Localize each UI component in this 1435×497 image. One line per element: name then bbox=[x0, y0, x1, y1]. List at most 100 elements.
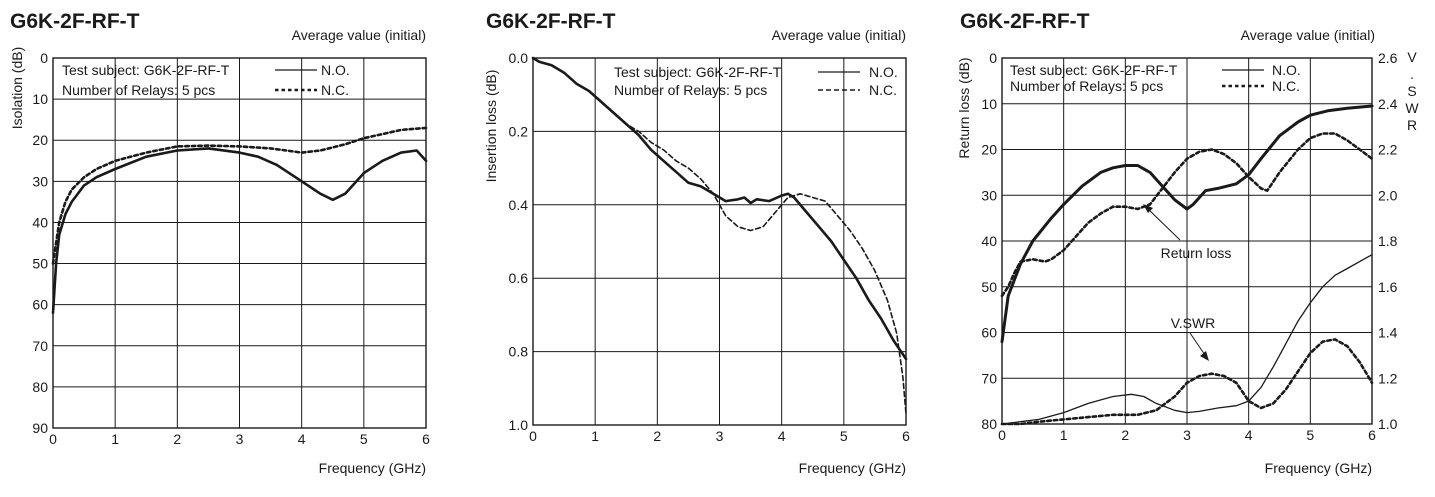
x-tick-label: 2 bbox=[653, 428, 661, 444]
y2-tick-label: 1.4 bbox=[1378, 325, 1398, 341]
x-tick-label: 5 bbox=[360, 431, 368, 447]
series-line-no bbox=[1000, 104, 1374, 344]
y2-tick-label: 2.2 bbox=[1378, 142, 1398, 158]
y-tick-label: 90 bbox=[32, 420, 48, 436]
chart-title: G6K-2F-RF-T bbox=[960, 10, 1090, 33]
x-axis-label: Frequency (GHz) bbox=[319, 460, 426, 476]
y2-tick-label: 1.8 bbox=[1378, 233, 1398, 249]
chart-title: G6K-2F-RF-T bbox=[486, 10, 616, 33]
chart-subtitle: Average value (initial) bbox=[1241, 27, 1375, 43]
y-tick-label: 40 bbox=[981, 233, 997, 249]
x-tick-label: 3 bbox=[716, 428, 724, 444]
x-tick-label: 3 bbox=[236, 431, 244, 447]
x-tick-label: 0 bbox=[529, 428, 537, 444]
y2-tick-label: 1.2 bbox=[1378, 370, 1398, 386]
x-tick-label: 0 bbox=[49, 431, 57, 447]
plot-frame bbox=[1001, 57, 1373, 425]
series-line-no-vswr bbox=[1001, 254, 1373, 425]
series-line-nc bbox=[532, 57, 907, 415]
legend-label: N.O. bbox=[869, 64, 898, 80]
annotation-vswr: V.SWR bbox=[1171, 315, 1216, 331]
series-line-nc bbox=[1000, 132, 1374, 298]
y-tick-label: 0 bbox=[989, 50, 997, 66]
legend-label: N.O. bbox=[321, 62, 350, 78]
plot-frame bbox=[532, 57, 907, 426]
legend-label: N.C. bbox=[869, 82, 897, 98]
x-axis-label: Frequency (GHz) bbox=[1265, 460, 1372, 476]
annotation-return-loss: Return loss bbox=[1161, 245, 1232, 261]
y2-tick-label: 1.6 bbox=[1378, 279, 1398, 295]
annotation-arrow-vswr bbox=[1189, 332, 1206, 356]
x-tick-label: 4 bbox=[298, 431, 306, 447]
y2-axis-label-char: . bbox=[1410, 66, 1414, 82]
x-tick-label: 6 bbox=[422, 431, 430, 447]
test-info-text: Number of Relays: 5 pcs bbox=[1010, 78, 1163, 94]
y2-axis-label-char: R bbox=[1407, 117, 1417, 133]
test-info-text: Test subject: G6K-2F-RF-T bbox=[614, 64, 782, 80]
y-tick-label: 0.8 bbox=[509, 344, 529, 360]
y-tick-label: 0.0 bbox=[509, 50, 529, 66]
y-tick-label: 20 bbox=[981, 142, 997, 158]
x-tick-label: 5 bbox=[840, 428, 848, 444]
y-tick-label: 1.0 bbox=[509, 417, 529, 433]
x-tick-label: 2 bbox=[173, 431, 181, 447]
y-tick-label: 50 bbox=[32, 256, 48, 272]
test-info-text: Test subject: G6K-2F-RF-T bbox=[1010, 62, 1178, 78]
y-tick-label: 0.2 bbox=[509, 123, 529, 139]
chart-subtitle: Average value (initial) bbox=[292, 27, 426, 43]
chart-title: G6K-2F-RF-T bbox=[10, 10, 140, 33]
test-info-text: Number of Relays: 5 pcs bbox=[614, 82, 767, 98]
legend-label: N.C. bbox=[1272, 78, 1300, 94]
x-tick-label: 1 bbox=[1060, 427, 1068, 443]
x-tick-label: 4 bbox=[1245, 427, 1253, 443]
x-tick-label: 6 bbox=[1368, 427, 1376, 443]
x-tick-label: 5 bbox=[1306, 427, 1314, 443]
chart-subtitle: Average value (initial) bbox=[772, 27, 906, 43]
series-line-nc bbox=[51, 126, 428, 265]
y-tick-label: 20 bbox=[32, 132, 48, 148]
y-tick-label: 30 bbox=[981, 187, 997, 203]
y-tick-label: 60 bbox=[32, 297, 48, 313]
y2-axis-label-char: V bbox=[1407, 49, 1417, 65]
series-line-no bbox=[51, 147, 428, 315]
x-axis-label: Frequency (GHz) bbox=[799, 460, 906, 476]
y-axis-label: Isolation (dB) bbox=[9, 47, 25, 129]
annotation-arrow-return-loss bbox=[1146, 207, 1181, 241]
test-info-text: Number of Relays: 5 pcs bbox=[62, 82, 215, 98]
y-axis-label: Insertion loss (dB) bbox=[483, 70, 499, 183]
y-axis-label: Return loss (dB) bbox=[956, 57, 972, 158]
y-tick-label: 10 bbox=[32, 91, 48, 107]
y-tick-label: 70 bbox=[981, 370, 997, 386]
y-tick-label: 0.4 bbox=[509, 197, 529, 213]
y-tick-label: 80 bbox=[981, 416, 997, 432]
x-tick-label: 3 bbox=[1183, 427, 1191, 443]
y-tick-label: 10 bbox=[981, 96, 997, 112]
y-tick-label: 0 bbox=[40, 50, 48, 66]
annotation-arrowhead-vswr bbox=[1200, 351, 1209, 361]
y-tick-label: 80 bbox=[32, 379, 48, 395]
legend-label: N.C. bbox=[321, 82, 349, 98]
y-tick-label: 70 bbox=[32, 338, 48, 354]
x-tick-label: 1 bbox=[111, 431, 119, 447]
series-line-nc-vswr bbox=[1000, 338, 1374, 426]
x-tick-label: 1 bbox=[591, 428, 599, 444]
y-tick-label: 60 bbox=[981, 325, 997, 341]
y-tick-label: 50 bbox=[981, 279, 997, 295]
x-tick-label: 0 bbox=[998, 427, 1006, 443]
y2-axis-label-char: W bbox=[1405, 100, 1419, 116]
y-tick-label: 0.6 bbox=[509, 270, 529, 286]
plot-frame bbox=[52, 57, 427, 429]
y2-tick-label: 1.0 bbox=[1378, 416, 1398, 432]
x-tick-label: 2 bbox=[1121, 427, 1129, 443]
y-tick-label: 30 bbox=[32, 173, 48, 189]
legend-label: N.O. bbox=[1272, 62, 1301, 78]
y-tick-label: 40 bbox=[32, 214, 48, 230]
x-tick-label: 6 bbox=[902, 428, 910, 444]
test-info-text: Test subject: G6K-2F-RF-T bbox=[62, 62, 230, 78]
x-tick-label: 4 bbox=[778, 428, 786, 444]
annotation-arrowhead-return-loss bbox=[1143, 204, 1153, 213]
y2-tick-label: 2.6 bbox=[1378, 50, 1398, 66]
y2-tick-label: 2.4 bbox=[1378, 96, 1398, 112]
y2-axis-label-char: S bbox=[1407, 83, 1416, 99]
